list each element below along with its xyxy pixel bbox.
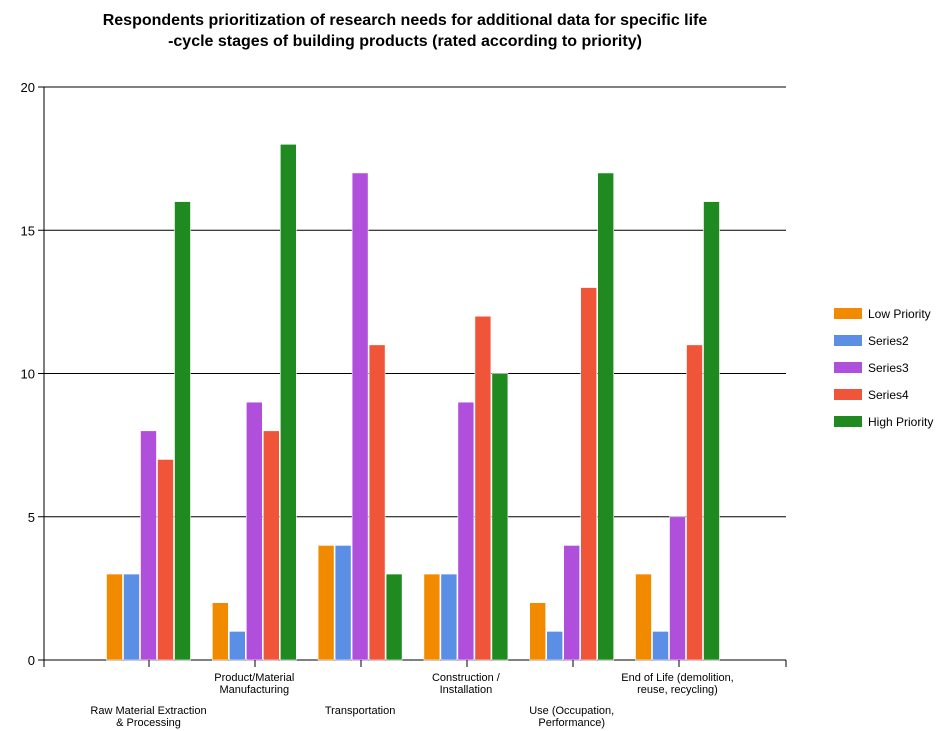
bar-series4-1 bbox=[262, 430, 280, 661]
bar-series4-5 bbox=[686, 344, 703, 661]
bar-series4-3 bbox=[474, 315, 492, 661]
bar-series3-3 bbox=[457, 401, 475, 661]
bar-low-priority-5 bbox=[635, 573, 652, 661]
bar-high-priority-2 bbox=[385, 573, 403, 661]
bar-high-priority-0 bbox=[174, 201, 191, 661]
bar-series3-4 bbox=[563, 545, 581, 661]
bar-series3-1 bbox=[246, 401, 263, 661]
bar-low-priority-0 bbox=[106, 573, 123, 661]
legend-swatch-0 bbox=[834, 308, 862, 319]
legend-label-3: Series4 bbox=[868, 388, 909, 402]
bar-low-priority-2 bbox=[317, 545, 335, 661]
chart-title: Respondents prioritization of research n… bbox=[0, 10, 810, 52]
chart-title-line-2: -cycle stages of building products (rate… bbox=[168, 33, 642, 50]
bar-series3-2 bbox=[351, 172, 369, 661]
x-category-label-2: Transportation bbox=[325, 705, 396, 717]
bar-series2-5 bbox=[652, 631, 669, 661]
legend-label-0: Low Priority bbox=[868, 307, 931, 321]
x-category-label-1: Product/Material Manufacturing bbox=[214, 672, 294, 696]
bar-low-priority-3 bbox=[423, 573, 441, 661]
y-tick-label-1: 5 bbox=[28, 510, 35, 525]
bar-series4-2 bbox=[368, 344, 386, 661]
y-tick-label-2: 10 bbox=[21, 367, 35, 382]
x-category-label-0: Raw Material Extraction & Processing bbox=[90, 705, 206, 729]
bar-series3-5 bbox=[669, 516, 686, 661]
bar-high-priority-3 bbox=[491, 373, 509, 661]
x-category-label-5: End of Life (demolition, reuse, recycling… bbox=[621, 672, 734, 696]
bar-high-priority-4 bbox=[597, 172, 615, 661]
bar-low-priority-4 bbox=[529, 602, 547, 661]
bar-series2-1 bbox=[229, 631, 246, 661]
y-tick-label-3: 15 bbox=[21, 223, 35, 238]
y-tick-label-4: 20 bbox=[21, 80, 35, 95]
bar-series2-0 bbox=[123, 573, 140, 661]
bar-series4-0 bbox=[157, 459, 174, 661]
bar-series2-4 bbox=[546, 631, 564, 661]
legend-swatch-1 bbox=[834, 335, 862, 346]
bar-series4-4 bbox=[580, 287, 598, 661]
legend-label-4: High Priority bbox=[868, 415, 933, 429]
legend-label-1: Series2 bbox=[868, 334, 909, 348]
bar-high-priority-5 bbox=[703, 201, 720, 661]
bar-high-priority-1 bbox=[279, 144, 297, 661]
x-category-label-4: Use (Occupation, Performance) bbox=[529, 705, 614, 729]
y-tick-label-0: 0 bbox=[28, 653, 35, 668]
bar-series2-3 bbox=[440, 573, 458, 661]
bar-series3-0 bbox=[140, 430, 157, 661]
legend-label-2: Series3 bbox=[868, 361, 909, 375]
bar-series2-2 bbox=[334, 545, 352, 661]
chart-title-line-1: Respondents prioritization of research n… bbox=[102, 12, 708, 29]
bar-low-priority-1 bbox=[212, 602, 229, 661]
legend-swatch-3 bbox=[834, 389, 862, 400]
x-category-label-3: Construction / Installation bbox=[432, 672, 501, 696]
legend-swatch-4 bbox=[834, 416, 862, 427]
legend-swatch-2 bbox=[834, 362, 862, 373]
